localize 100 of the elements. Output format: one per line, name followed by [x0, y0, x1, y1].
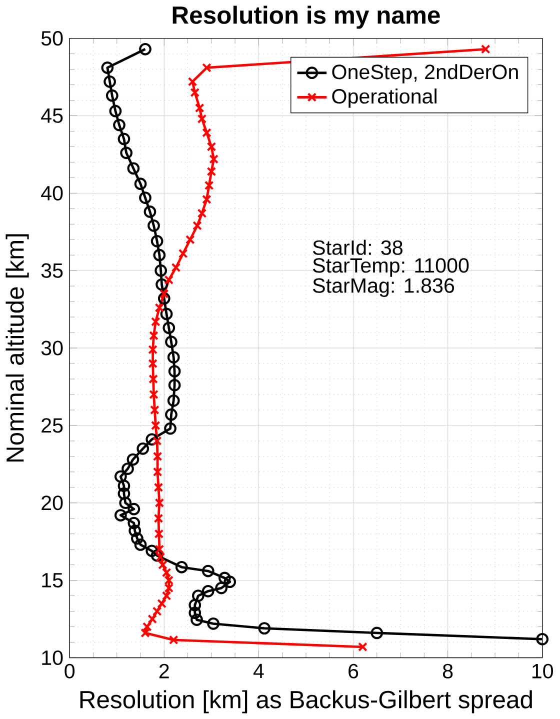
point: [164, 275, 174, 285]
point: [215, 582, 228, 594]
point: [153, 248, 166, 262]
point: [128, 524, 142, 537]
point: [139, 42, 152, 56]
point: [162, 591, 172, 600]
point: [165, 336, 178, 348]
y-tick-label: 50: [42, 31, 63, 46]
point: [218, 572, 232, 584]
point: [224, 576, 236, 588]
point: [156, 552, 166, 562]
point: [176, 560, 188, 574]
y-tick-label: 30: [42, 340, 63, 356]
point: [192, 590, 205, 602]
point: [481, 44, 491, 54]
point: [186, 234, 196, 244]
point: [536, 632, 549, 646]
point: [164, 422, 177, 435]
point: [160, 308, 173, 320]
annotation: StarTemp: 11000: [313, 258, 469, 277]
point: [122, 462, 134, 475]
point: [190, 614, 204, 626]
point: [151, 549, 164, 562]
point: [149, 390, 159, 400]
point: [131, 532, 144, 545]
point: [154, 264, 168, 277]
annotation: StarId: 38: [313, 240, 403, 255]
point: [127, 162, 140, 175]
point: [149, 330, 159, 340]
point: [156, 278, 168, 291]
point: [192, 221, 202, 230]
point: [188, 598, 202, 612]
point: [358, 642, 368, 652]
point: [144, 206, 156, 218]
point: [114, 470, 128, 483]
point: [204, 180, 214, 190]
point: [202, 564, 215, 578]
point: [164, 583, 174, 593]
x-tick-label: 4: [254, 664, 264, 678]
point: [148, 220, 160, 232]
point: [190, 88, 200, 98]
point: [154, 544, 164, 554]
x-tick-label: 6: [348, 664, 358, 678]
point: [172, 262, 181, 272]
point: [101, 62, 114, 74]
point: [168, 351, 180, 364]
point: [146, 433, 158, 446]
point: [164, 576, 174, 585]
point: [128, 516, 140, 530]
point: [118, 487, 130, 500]
point: [139, 192, 152, 204]
y-axis-title: Nominal altitude [km]: [6, 234, 30, 462]
point: [128, 502, 140, 516]
y-tick-label: 20: [42, 496, 63, 510]
y-tick-label: 15: [42, 573, 63, 588]
point: [188, 76, 198, 86]
x-tick-label: 0: [64, 664, 75, 678]
point: [153, 467, 162, 477]
point: [153, 452, 162, 462]
point: [113, 118, 126, 132]
legend-label: OneStep, 2ndDerOn: [332, 64, 518, 84]
point: [209, 154, 219, 164]
point: [195, 103, 204, 113]
point: [148, 344, 158, 354]
point: [150, 405, 160, 415]
point: [154, 482, 164, 492]
point: [154, 498, 164, 508]
x-tick-label: 2: [160, 664, 170, 678]
point: [134, 538, 147, 551]
point: [198, 114, 207, 124]
point: [168, 365, 181, 378]
point: [165, 408, 178, 421]
point: [152, 606, 162, 616]
point: [202, 128, 212, 138]
y-tick-label: 45: [41, 108, 63, 123]
point: [202, 584, 215, 598]
x-tick-label: 8: [443, 664, 453, 678]
point: [198, 208, 207, 218]
point: [258, 622, 271, 634]
point: [118, 132, 130, 146]
point: [202, 194, 212, 204]
chart-title: Resolution is my name: [173, 6, 440, 29]
point: [158, 560, 168, 570]
point: [152, 436, 162, 446]
annotation: StarMag: 1.836: [313, 278, 454, 297]
point: [188, 606, 202, 620]
point: [168, 379, 181, 392]
point: [178, 248, 188, 258]
x-axis-title: Resolution [km] as Backus-Gilbert spread: [80, 690, 532, 714]
point: [370, 626, 384, 640]
point: [151, 420, 161, 430]
point: [206, 142, 216, 152]
point: [140, 628, 150, 638]
x-tick-label: 10: [532, 664, 554, 678]
point: [148, 374, 158, 384]
legend-label: Operational: [332, 88, 437, 108]
point: [134, 178, 147, 190]
point: [162, 568, 172, 578]
y-tick-label: 35: [42, 263, 63, 278]
y-tick-label: 40: [41, 186, 63, 200]
